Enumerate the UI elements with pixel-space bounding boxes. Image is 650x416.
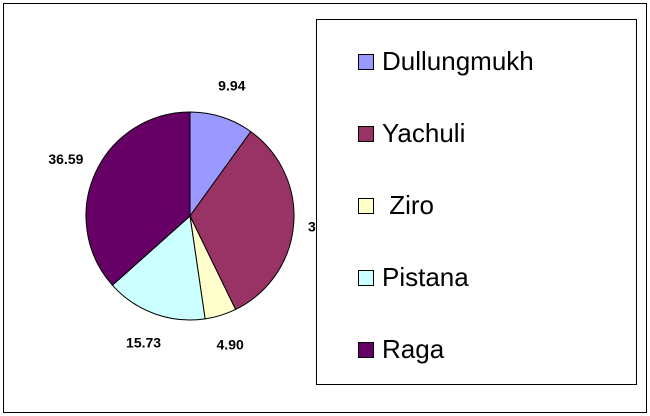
legend-label: Raga (382, 334, 445, 364)
legend-label: Yachuli (382, 118, 465, 148)
data-label: 36.59 (48, 151, 83, 167)
legend-label: Pistana (382, 262, 469, 292)
legend-swatch (358, 198, 374, 214)
legend-swatch (358, 54, 374, 70)
legend-label: Dullungmukh (382, 46, 534, 76)
legend-swatch (358, 342, 374, 358)
data-label: 9.94 (218, 77, 245, 93)
pie-slice (111, 215, 206, 321)
pie-slice (85, 111, 191, 286)
pie-slice (189, 130, 295, 311)
legend-label: Ziro (382, 190, 434, 220)
data-label: 15.73 (126, 335, 161, 351)
legend-swatch (358, 126, 374, 142)
data-label: 4.90 (217, 337, 244, 353)
legend-swatch (358, 270, 374, 286)
